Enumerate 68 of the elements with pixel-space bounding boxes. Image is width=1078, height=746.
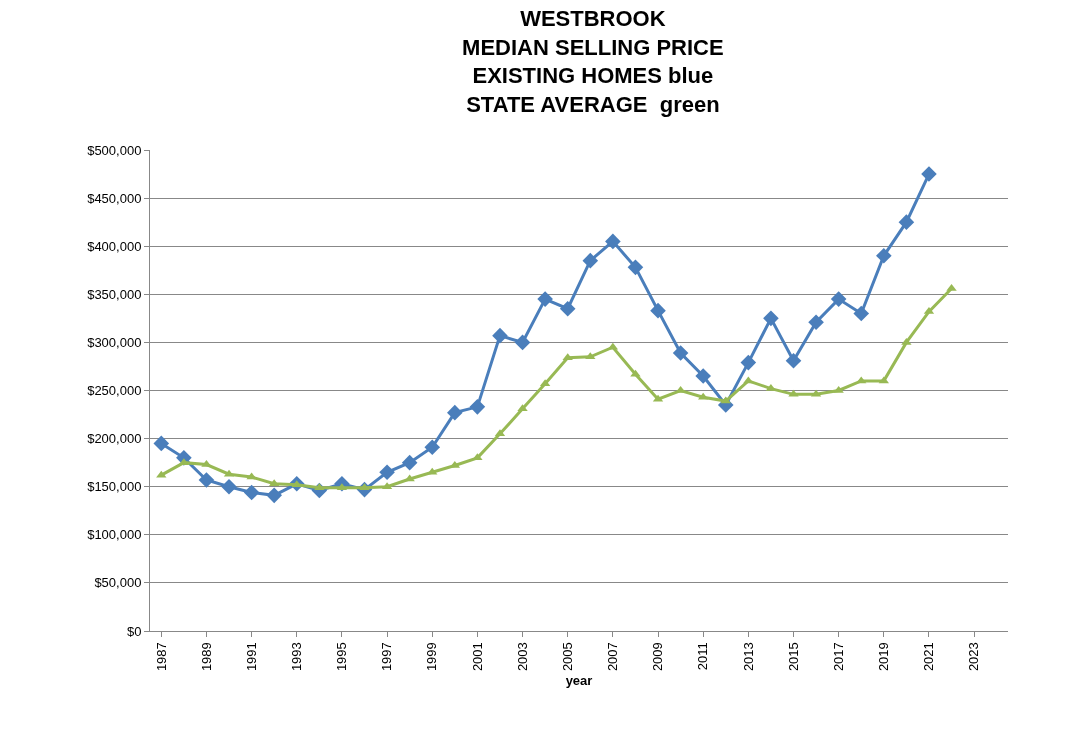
y-tick-label: $200,000: [87, 431, 142, 447]
point: [401, 454, 418, 471]
point: [469, 399, 486, 415]
chart-title: WESTBROOK MEDIAN SELLING PRICE EXISTING HOMES blue STATE AVERAGE green: [462, 6, 724, 117]
x-tick-label: 1997: [379, 642, 395, 672]
y-tick-label: $0: [126, 623, 142, 639]
point: [585, 352, 596, 360]
point: [921, 166, 937, 182]
x-tick-label: 1989: [198, 642, 214, 672]
point: [695, 368, 711, 384]
x-tick-label: 2021: [921, 642, 937, 672]
point: [243, 484, 260, 501]
y-tick-label: $50,000: [94, 575, 142, 591]
point: [876, 248, 892, 264]
point: [514, 334, 531, 351]
point: [808, 314, 824, 330]
y-tick-label: $100,000: [87, 527, 142, 543]
x-axis-title: year: [565, 673, 593, 689]
x-tick-label: 1999: [424, 642, 440, 672]
x-tick-label: 2019: [876, 642, 892, 672]
y-tick-label: $350,000: [87, 286, 142, 302]
point: [856, 376, 867, 384]
y-tick-label: $300,000: [87, 334, 142, 350]
point: [447, 404, 463, 421]
x-tick-label: 1987: [153, 642, 169, 672]
y-tick-label: $500,000: [87, 142, 142, 158]
point: [221, 478, 237, 495]
point: [492, 327, 508, 344]
point: [853, 305, 870, 322]
point: [153, 435, 170, 452]
point: [763, 310, 779, 327]
x-tick-label: 2015: [785, 642, 801, 672]
x-tick-label: 2023: [966, 642, 982, 672]
point: [627, 259, 644, 276]
point: [898, 214, 915, 230]
point: [198, 472, 215, 488]
y-tick-label: $450,000: [87, 190, 142, 206]
point: [743, 376, 754, 384]
y-tick-label: $400,000: [87, 238, 142, 254]
x-tick-label: 2003: [514, 642, 530, 672]
y-tick-label: $150,000: [87, 479, 142, 495]
point: [650, 302, 666, 319]
y-tick-label: $250,000: [87, 383, 142, 399]
point: [379, 464, 395, 481]
x-tick-label: 2011: [695, 642, 711, 671]
point: [266, 487, 282, 504]
point: [901, 337, 912, 345]
point: [559, 300, 576, 317]
point: [740, 354, 757, 371]
point: [537, 291, 553, 307]
point: [788, 389, 799, 397]
point: [582, 252, 599, 269]
point: [605, 233, 621, 250]
point: [517, 404, 528, 412]
x-tick-label: 2017: [830, 642, 846, 672]
x-tick-label: 2013: [740, 642, 756, 672]
x-tick-label: 2007: [605, 642, 621, 672]
x-tick-label: 1993: [288, 642, 304, 672]
x-tick-label: 2005: [559, 642, 575, 672]
x-tick-label: 1991: [243, 642, 259, 672]
x-tick-label: 2001: [469, 642, 485, 672]
x-tick-label: 2009: [650, 642, 666, 672]
point: [424, 439, 441, 456]
point: [562, 353, 573, 361]
point: [672, 345, 689, 361]
x-tick-label: 1995: [334, 642, 350, 672]
point: [785, 352, 802, 369]
point: [830, 291, 847, 307]
